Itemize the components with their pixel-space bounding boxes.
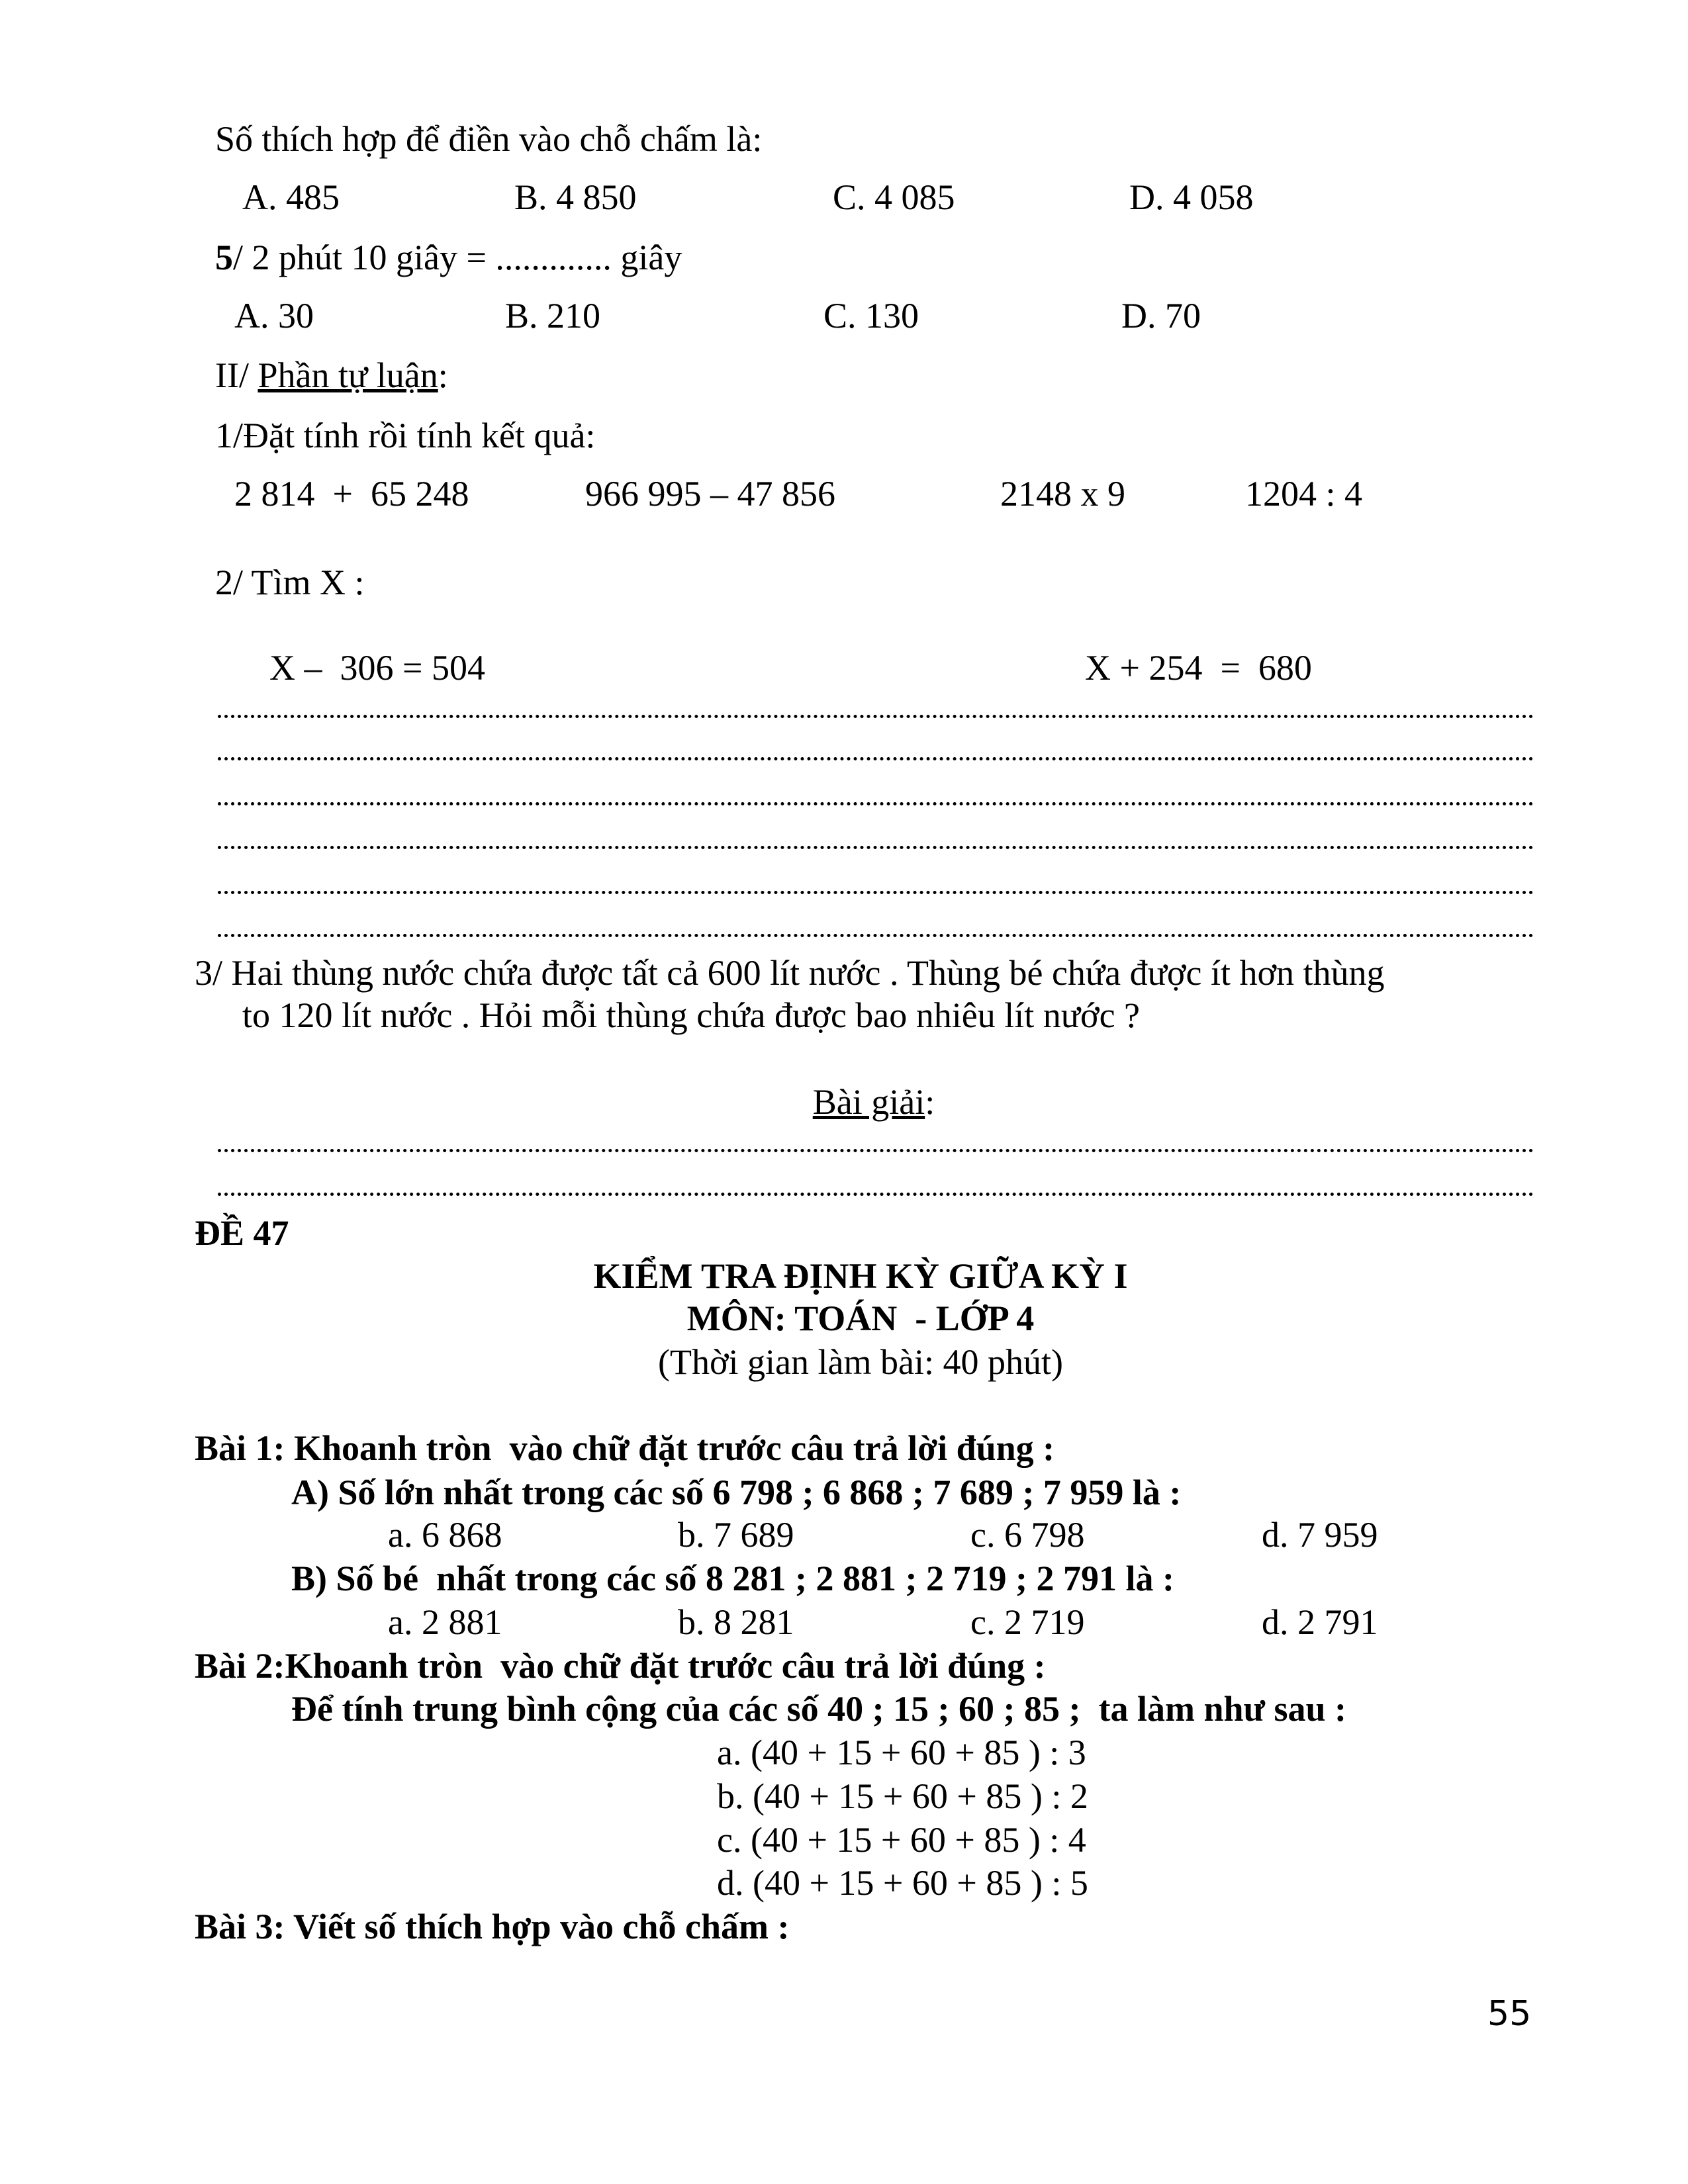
ex2-item: X – 306 = 504 xyxy=(269,648,485,688)
header-subject: MÔN: TOÁN - LỚP 4 xyxy=(686,1298,1035,1338)
solution-label-text: Bài giải xyxy=(812,1082,925,1122)
ex1-item: 1204 : 4 xyxy=(1245,474,1363,514)
answer-line xyxy=(218,715,1534,718)
bai1-b-question: B) Số bé nhất trong các số 8 281 ; 2 881… xyxy=(291,1559,1174,1598)
bai2-question: Để tính trung bình cộng của các số 40 ; … xyxy=(291,1689,1346,1729)
q4-option-d: D. 4 058 xyxy=(1129,177,1254,217)
de-label: ĐỀ 47 xyxy=(195,1213,289,1253)
bai1-b-option: c. 2 719 xyxy=(970,1602,1085,1642)
q4-option-b: B. 4 850 xyxy=(514,177,637,217)
q5-number: 5 xyxy=(215,238,233,277)
part2-title: Phần tự luận xyxy=(258,355,438,395)
header-title: KIỂM TRA ĐỊNH KỲ GIỮA KỲ I xyxy=(593,1256,1128,1296)
ex1-item: 2 814 + 65 248 xyxy=(234,474,469,514)
q4-option-a: A. 485 xyxy=(242,177,340,217)
bai2-option: a. (40 + 15 + 60 + 85 ) : 3 xyxy=(717,1733,1086,1772)
part2-prefix: II/ xyxy=(215,355,258,395)
q5-option-b: B. 210 xyxy=(505,296,601,336)
page-number: 55 xyxy=(1487,1994,1532,2034)
ex2-item: X + 254 = 680 xyxy=(1085,648,1312,688)
bai1-a-option: a. 6 868 xyxy=(388,1515,502,1555)
header-time: (Thời gian làm bài: 40 phút) xyxy=(658,1342,1063,1382)
q4-option-c: C. 4 085 xyxy=(833,177,955,217)
bai2-title: Bài 2:Khoanh tròn vào chữ đặt trước câu … xyxy=(195,1646,1046,1686)
answer-line xyxy=(218,802,1534,805)
ex1-title: 1/Đặt tính rồi tính kết quả: xyxy=(215,416,596,455)
answer-line xyxy=(218,846,1534,849)
bai1-a-question: A) Số lớn nhất trong các số 6 798 ; 6 86… xyxy=(291,1473,1182,1512)
part2-heading: II/ Phần tự luận: xyxy=(215,354,448,396)
bai1-a-option: c. 6 798 xyxy=(970,1515,1085,1555)
bai1-b-option: a. 2 881 xyxy=(388,1602,502,1642)
ex1-item: 966 995 – 47 856 xyxy=(585,474,835,514)
answer-line xyxy=(218,757,1534,760)
solution-suffix: : xyxy=(925,1082,935,1122)
bai1-b-option: d. 2 791 xyxy=(1262,1602,1378,1642)
ex3-line2: to 120 lít nước . Hỏi mỗi thùng chứa đượ… xyxy=(242,995,1141,1035)
ex1-item: 2148 x 9 xyxy=(1000,474,1125,514)
answer-line xyxy=(218,891,1534,894)
bai1-a-option: b. 7 689 xyxy=(678,1515,794,1555)
q5-text: / 2 phút 10 giây = ............. giây xyxy=(233,238,682,277)
answer-line xyxy=(218,1193,1534,1196)
bai3-title: Bài 3: Viết số thích hợp vào chỗ chấm : xyxy=(195,1907,790,1946)
bai2-option: d. (40 + 15 + 60 + 85 ) : 5 xyxy=(717,1863,1088,1903)
bai1-title: Bài 1: Khoanh tròn vào chữ đặt trước câu… xyxy=(195,1428,1055,1468)
q5-option-d: D. 70 xyxy=(1121,296,1201,336)
q5-question: 5/ 2 phút 10 giây = ............. giây xyxy=(215,236,682,279)
q5-option-a: A. 30 xyxy=(234,296,314,336)
solution-label: Bài giải: xyxy=(813,1081,935,1123)
ex2-title: 2/ Tìm X : xyxy=(215,563,365,602)
answer-line xyxy=(218,934,1534,937)
part2-suffix: : xyxy=(438,355,448,395)
ex3-line1: 3/ Hai thùng nước chứa được tất cả 600 l… xyxy=(195,953,1385,993)
answer-line xyxy=(218,1149,1534,1152)
q5-option-c: C. 130 xyxy=(823,296,919,336)
bai2-option: b. (40 + 15 + 60 + 85 ) : 2 xyxy=(717,1776,1088,1816)
bai2-option: c. (40 + 15 + 60 + 85 ) : 4 xyxy=(717,1820,1086,1860)
q4-prompt: Số thích hợp để điền vào chỗ chấm là: xyxy=(215,119,763,159)
bai1-b-option: b. 8 281 xyxy=(678,1602,794,1642)
bai1-a-option: d. 7 959 xyxy=(1262,1515,1378,1555)
